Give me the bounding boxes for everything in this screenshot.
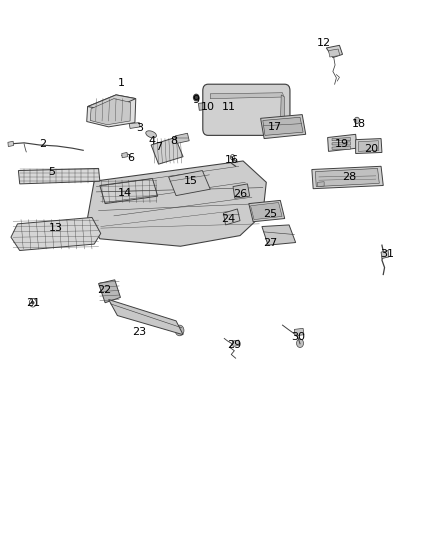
Text: 20: 20 — [364, 144, 378, 154]
Polygon shape — [381, 251, 389, 259]
Polygon shape — [18, 168, 100, 184]
Polygon shape — [332, 146, 350, 149]
Polygon shape — [358, 141, 379, 151]
Text: 15: 15 — [184, 176, 198, 186]
Polygon shape — [175, 133, 189, 143]
Polygon shape — [87, 95, 136, 127]
Text: 31: 31 — [381, 249, 395, 259]
Text: 8: 8 — [170, 136, 177, 146]
Polygon shape — [198, 102, 208, 110]
Polygon shape — [332, 138, 350, 141]
Text: 24: 24 — [222, 214, 236, 223]
Polygon shape — [109, 300, 183, 335]
Polygon shape — [318, 182, 324, 187]
Polygon shape — [223, 209, 240, 225]
Text: 23: 23 — [132, 327, 146, 336]
Polygon shape — [261, 115, 306, 139]
Text: 29: 29 — [227, 341, 241, 350]
Text: 7: 7 — [155, 142, 162, 152]
Polygon shape — [294, 328, 304, 336]
Polygon shape — [263, 117, 303, 135]
Polygon shape — [169, 171, 210, 196]
Text: 14: 14 — [118, 188, 132, 198]
Polygon shape — [100, 179, 158, 204]
Text: 27: 27 — [264, 238, 278, 247]
Text: 17: 17 — [268, 122, 282, 132]
Text: 5: 5 — [48, 167, 55, 176]
Text: 2: 2 — [39, 139, 46, 149]
Polygon shape — [99, 280, 120, 303]
Polygon shape — [249, 200, 285, 222]
Polygon shape — [251, 203, 282, 220]
Text: 4: 4 — [149, 136, 156, 146]
Text: 26: 26 — [233, 189, 247, 199]
Text: 22: 22 — [97, 286, 111, 295]
Polygon shape — [8, 141, 14, 147]
Text: 16: 16 — [225, 155, 239, 165]
Text: 9: 9 — [193, 95, 200, 105]
Polygon shape — [332, 142, 350, 145]
Text: 28: 28 — [343, 172, 357, 182]
Text: 11: 11 — [222, 102, 236, 111]
Polygon shape — [233, 184, 250, 198]
Text: 10: 10 — [201, 102, 215, 111]
Text: 3: 3 — [137, 123, 144, 133]
Ellipse shape — [146, 131, 156, 138]
Polygon shape — [326, 45, 343, 58]
Text: 6: 6 — [127, 153, 134, 163]
Polygon shape — [262, 225, 296, 245]
Circle shape — [297, 339, 304, 348]
Polygon shape — [88, 95, 136, 110]
Circle shape — [175, 325, 184, 336]
Polygon shape — [88, 161, 266, 246]
Polygon shape — [356, 139, 382, 154]
Polygon shape — [315, 168, 379, 187]
Circle shape — [194, 94, 199, 101]
Polygon shape — [151, 138, 183, 164]
Polygon shape — [328, 49, 340, 57]
FancyBboxPatch shape — [203, 84, 290, 135]
Text: 21: 21 — [26, 298, 40, 308]
Polygon shape — [328, 134, 357, 151]
Polygon shape — [129, 123, 140, 128]
Circle shape — [32, 301, 34, 304]
Polygon shape — [232, 340, 240, 346]
Polygon shape — [11, 217, 101, 251]
Text: 19: 19 — [335, 139, 349, 149]
Text: 12: 12 — [317, 38, 331, 47]
Polygon shape — [280, 95, 285, 128]
Polygon shape — [210, 93, 284, 99]
Polygon shape — [312, 166, 383, 189]
Text: 1: 1 — [118, 78, 125, 87]
Text: 18: 18 — [352, 119, 366, 128]
Text: 25: 25 — [264, 209, 278, 219]
Polygon shape — [122, 152, 127, 158]
Polygon shape — [90, 99, 131, 125]
Text: 13: 13 — [49, 223, 63, 233]
Circle shape — [354, 117, 360, 124]
Text: 30: 30 — [291, 332, 305, 342]
